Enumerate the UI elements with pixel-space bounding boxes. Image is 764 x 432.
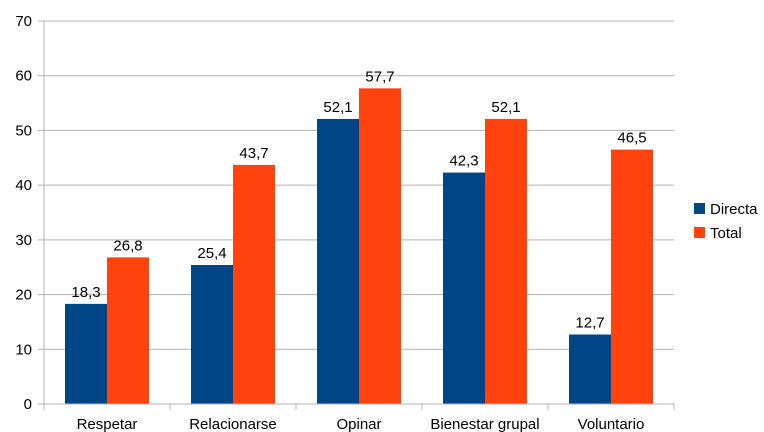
axes: 0 10 20 30 40 50 60 70 Respetar Relacionarse Opina… — [15, 13, 675, 432]
x-tick-label: Bienestar grupal — [430, 416, 539, 432]
data-label: 52,1 — [323, 99, 352, 116]
y-tick-label: 50 — [15, 122, 32, 139]
data-label: 57,7 — [365, 68, 394, 85]
bar-total — [359, 88, 401, 404]
data-label: 18,3 — [71, 284, 100, 301]
data-label: 42,3 — [449, 153, 478, 170]
data-labels: 18,3 26,8 25,4 43,7 52,1 57,7 42,3 52,1 12,7 46,5 — [71, 68, 646, 331]
y-tick-label: 40 — [15, 177, 32, 194]
bar-total — [611, 149, 653, 404]
x-tick-label: Opinar — [336, 416, 381, 432]
legend-swatch-total — [694, 227, 705, 238]
bar-total — [233, 164, 275, 404]
legend-label: Directa — [710, 201, 758, 218]
y-tick-label: 60 — [15, 68, 32, 85]
data-label: 26,8 — [113, 237, 142, 254]
bar-directa — [569, 334, 611, 404]
y-tick-label: 30 — [15, 232, 32, 249]
data-label: 12,7 — [575, 315, 604, 332]
legend-swatch-directa — [694, 203, 705, 214]
y-tick-label: 20 — [15, 287, 32, 304]
y-tick-label: 10 — [15, 341, 32, 358]
bar-directa — [317, 118, 359, 404]
data-label: 46,5 — [617, 130, 646, 147]
bar-directa — [65, 303, 107, 404]
x-tick-label: Respetar — [77, 416, 138, 432]
bar-directa — [443, 172, 485, 404]
bar-total — [107, 257, 149, 404]
legend-label: Total — [710, 225, 742, 242]
x-tick-label: Voluntario — [578, 416, 645, 432]
bar-total — [485, 118, 527, 404]
data-label: 52,1 — [491, 99, 520, 116]
bars — [65, 88, 653, 404]
y-tick-label: 70 — [15, 13, 32, 30]
bar-directa — [191, 265, 233, 404]
x-tick-label: Relacionarse — [189, 416, 277, 432]
y-tick-label: 0 — [24, 396, 32, 413]
data-label: 43,7 — [239, 145, 268, 162]
data-label: 25,4 — [197, 245, 226, 262]
legend: Directa Total — [694, 201, 758, 242]
